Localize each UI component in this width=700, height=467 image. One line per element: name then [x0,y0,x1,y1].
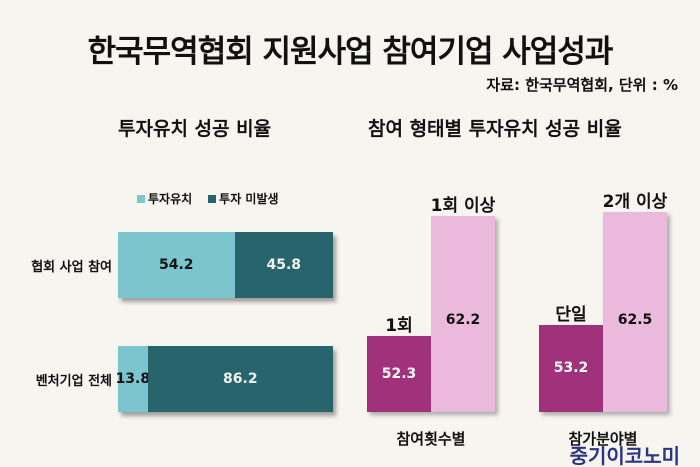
bar-segment-invest: 13.8 [115,346,151,412]
bar: 53.2 [539,324,603,412]
data-label: 52.3 [381,365,417,382]
legend-label: 투자유치 [148,192,193,206]
bar-segment-no-invest: 86.2 [147,346,333,412]
data-label: 62.2 [445,311,481,328]
category-label: 참여횟수별 [396,430,466,448]
bar-label: 1회 [385,315,413,336]
legend-item-no-invest: 투자 미발생 [208,190,279,207]
data-label: 13.8 [115,371,151,387]
bar: 62.2 [431,215,495,412]
page-title: 한국무역협회 지원사업 참여기업 사업성과 [87,34,614,70]
left-chart-title: 투자유치 성공 비율 [118,118,272,140]
bar-segment-no-invest: 45.8 [234,232,333,298]
bar-label: 1회 이상 [430,195,496,216]
legend-item-invest: 투자유치 [137,190,192,207]
row-label: 협회 사업 참여 [31,260,112,275]
data-label: 62.5 [617,311,653,328]
bar: 52.3 [367,335,431,412]
row-label: 벤처기업 전체 [35,374,112,389]
bar: 62.5 [603,212,667,412]
source-note: 자료: 한국무역협회, 단위 : % [486,76,678,94]
legend: 투자유치 투자 미발생 [137,190,279,207]
legend-swatch [137,195,145,203]
bar-label: 2개 이상 [602,192,668,213]
legend-label: 투자 미발생 [219,192,279,206]
legend-swatch [208,195,217,203]
stacked-bar: 13.8 86.2 [115,346,333,412]
category-label: 참가분야별 [568,430,638,448]
data-label: 86.2 [223,371,258,387]
data-label: 53.2 [553,360,589,377]
right-chart-title: 참여 형태별 투자유치 성공 비율 [368,118,622,140]
stacked-bar: 54.2 45.8 [118,232,333,298]
publisher-logo: 중기이코노미 [569,444,680,467]
data-label: 54.2 [158,257,194,273]
bar-label: 단일 [555,304,587,325]
bar-segment-invest: 54.2 [118,232,235,298]
data-label: 45.8 [266,257,302,273]
